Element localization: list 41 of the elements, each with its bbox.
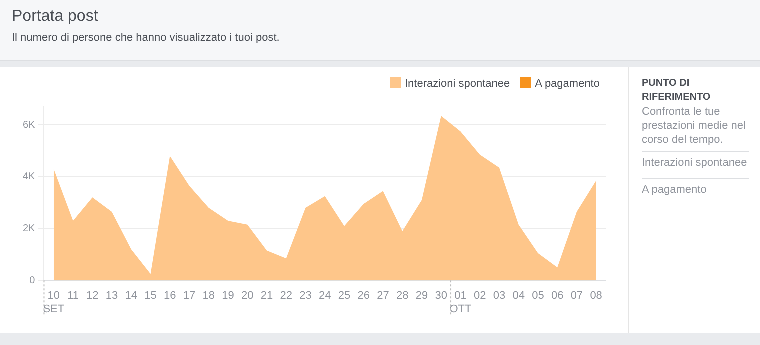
y-tick-label: 0 <box>30 275 36 286</box>
x-tick-label: 29 <box>416 290 428 302</box>
x-tick-label: 04 <box>512 290 525 302</box>
x-tick-label: 03 <box>493 290 506 302</box>
x-tick-label: 08 <box>590 290 602 302</box>
x-tick-label: 15 <box>144 290 157 302</box>
x-tick-label: 05 <box>532 290 544 302</box>
text: Interazioni spontanee <box>642 151 749 174</box>
x-tick-label: 17 <box>183 290 196 302</box>
chart-title: Portata post <box>12 8 98 26</box>
x-tick-label: 14 <box>125 290 138 302</box>
x-tick-label: 06 <box>551 290 564 302</box>
x-tick-label: 25 <box>338 290 351 302</box>
text: Confronta le tue prestazioni medie nel corso del tempo. <box>642 105 747 147</box>
x-tick-label: 22 <box>280 290 292 302</box>
x-tick-label: 23 <box>300 290 312 302</box>
y-tick-label: 4K <box>22 172 36 183</box>
x-tick-label: 18 <box>202 290 216 302</box>
chart-subtitle: Il numero di persone che hanno visualizzato i tuoi post. <box>12 32 280 44</box>
x-tick-label: 24 <box>318 290 332 302</box>
y-tick-label: 2K <box>22 224 36 235</box>
x-tick-label: 30 <box>435 290 448 302</box>
x-tick-label: 12 <box>86 290 99 302</box>
x-tick-label: 21 <box>260 290 274 302</box>
x-tick-label: 13 <box>106 290 118 302</box>
x-tick-label: 01 OTT <box>450 290 472 316</box>
x-tick-label: 02 <box>474 290 486 302</box>
legend-label: A pagamento <box>534 77 600 90</box>
x-tick-label: 10 SET <box>43 290 65 316</box>
legend-label: Interazioni spontanee <box>404 77 510 90</box>
x-tick-label: 27 <box>377 290 390 302</box>
text: A pagamento <box>642 178 749 201</box>
x-tick-label: 11 <box>68 290 79 302</box>
x-tick-label: 19 <box>222 290 234 302</box>
x-tick-label: 26 <box>358 290 370 302</box>
y-tick-label: 6K <box>22 120 36 131</box>
x-tick-label: 16 <box>164 290 176 302</box>
x-tick-label: 07 <box>570 290 584 302</box>
x-tick-label: 20 <box>242 290 254 302</box>
text: PUNTO DI RIFERIMENTO <box>642 77 712 105</box>
x-tick-label: 28 <box>396 290 409 302</box>
